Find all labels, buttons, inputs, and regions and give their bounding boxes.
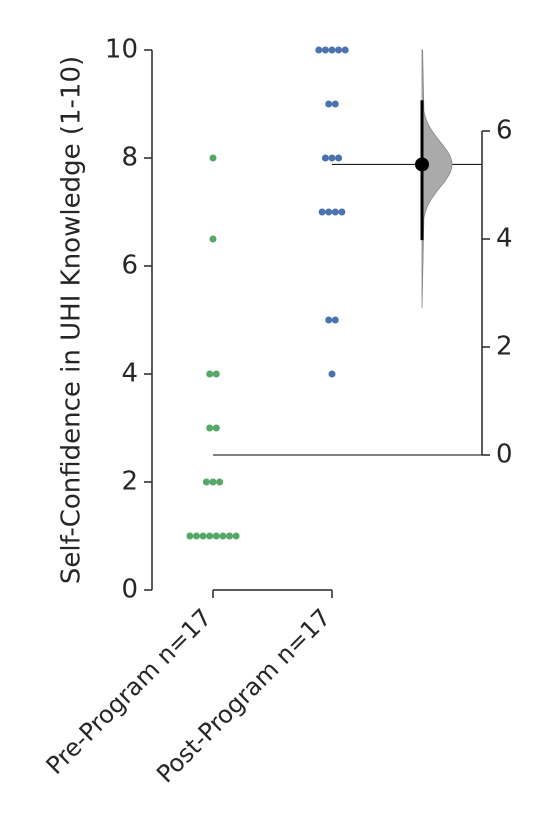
data-point <box>315 46 323 54</box>
y-tick-label: 6 <box>121 251 138 281</box>
data-point <box>325 100 333 108</box>
data-point <box>331 316 339 324</box>
data-point <box>325 316 333 324</box>
data-point <box>212 532 220 540</box>
data-point <box>206 532 214 540</box>
data-point <box>328 46 336 54</box>
data-point <box>219 532 227 540</box>
data-point <box>209 478 217 486</box>
data-point <box>328 370 336 378</box>
data-point <box>212 424 220 432</box>
y2-tick-label: 2 <box>496 332 513 362</box>
y2-tick-label: 0 <box>496 440 513 470</box>
y2-tick-label: 6 <box>496 116 513 146</box>
y-tick-label: 8 <box>121 143 138 173</box>
data-point <box>335 154 343 162</box>
data-point <box>331 100 339 108</box>
data-point <box>321 46 329 54</box>
data-point <box>216 478 224 486</box>
data-point <box>202 478 210 486</box>
mean-difference <box>415 157 429 172</box>
data-point <box>206 370 214 378</box>
data-point <box>328 154 336 162</box>
y2-tick-label: 4 <box>496 224 513 254</box>
y-tick-label: 0 <box>121 575 138 605</box>
data-point <box>341 46 349 54</box>
data-point <box>212 370 220 378</box>
y-tick-label: 10 <box>105 35 138 65</box>
data-point <box>335 46 343 54</box>
y-tick-label: 4 <box>121 359 138 389</box>
data-point <box>209 154 217 162</box>
data-point <box>331 208 339 216</box>
data-point <box>321 154 329 162</box>
data-point <box>232 532 240 540</box>
data-point <box>206 424 214 432</box>
data-point <box>186 532 194 540</box>
bootstrap-distribution <box>421 49 453 309</box>
data-point <box>325 208 333 216</box>
data-point <box>318 208 326 216</box>
data-point <box>226 532 233 540</box>
data-point <box>209 235 217 243</box>
y-tick-label: 2 <box>121 467 138 497</box>
data-point <box>199 532 207 540</box>
data-point <box>193 532 200 540</box>
y-axis-label: Self-Confidence in UHI Knowledge (1-10) <box>57 56 87 584</box>
data-point <box>338 208 346 216</box>
